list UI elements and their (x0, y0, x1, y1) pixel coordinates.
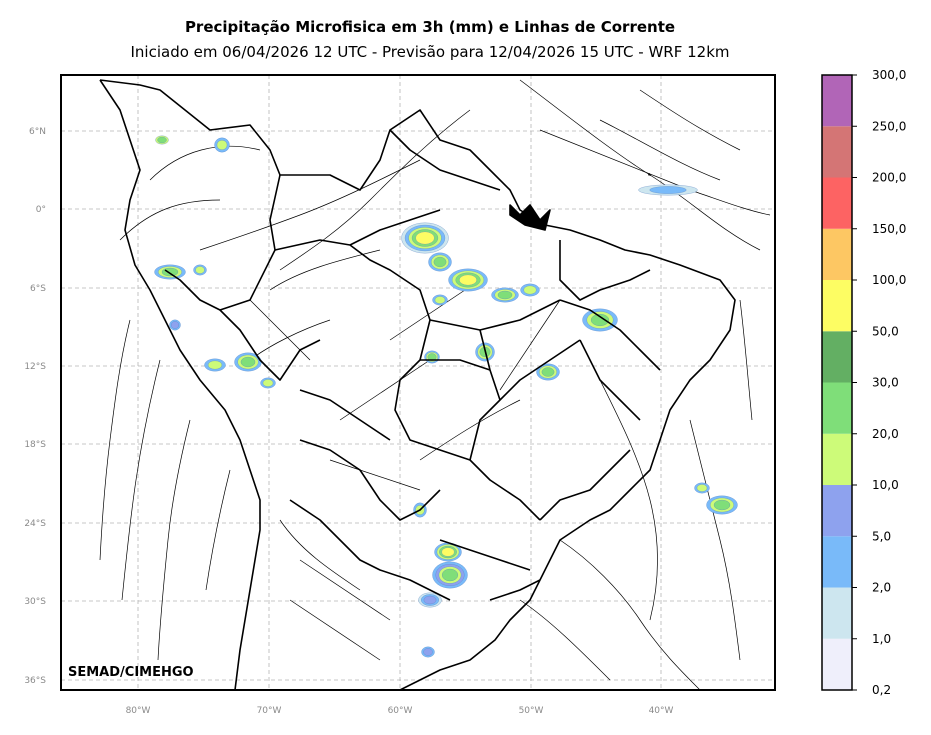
colorbar-swatch (822, 382, 852, 434)
colorbar-label: 30,0 (872, 376, 899, 390)
precipitation-cell (441, 547, 455, 557)
precipitation-cell (161, 267, 179, 277)
precipitation-cell (441, 568, 459, 582)
colorbar-label: 5,0 (872, 529, 891, 543)
credit-label: SEMAD/CIMEHGO (68, 665, 194, 680)
lon-tick-label: 80°W (126, 706, 151, 716)
map-title: Precipitação Microfisica em 3h (mm) e Li… (184, 18, 676, 36)
lat-tick-label: 6°N (29, 127, 46, 137)
colorbar-swatch (822, 126, 852, 178)
colorbar-swatch (822, 280, 852, 332)
lat-tick-label: 6°S (30, 284, 46, 294)
precipitation-cell (590, 313, 610, 327)
lat-tick-label: 18°S (24, 440, 46, 450)
precipitation-cell (240, 356, 256, 368)
country-borders (99, 79, 736, 690)
colorbar-label: 250,0 (872, 119, 906, 133)
longitude-labels: 80°W 70°W 60°W 50°W 40°W (126, 706, 674, 716)
lon-tick-label: 50°W (519, 706, 544, 716)
colorbar-swatch (822, 228, 852, 280)
colorbar-swatch (822, 75, 852, 127)
precipitation-cell (713, 499, 731, 511)
colorbar-label: 150,0 (872, 222, 906, 236)
colorbar-label: 2,0 (872, 581, 891, 595)
colorbar-swatch (822, 536, 852, 588)
precipitation-cell (195, 266, 205, 274)
map-frame (60, 74, 776, 691)
colorbar-label: 50,0 (872, 324, 899, 338)
colorbar-swatch (822, 485, 852, 537)
precipitation-cell (170, 321, 180, 329)
lat-tick-label: 30°S (24, 597, 46, 607)
precipitation-cell (459, 274, 477, 286)
precipitation-cell (497, 290, 513, 300)
colorbar-label: 100,0 (872, 273, 906, 287)
lat-tick-label: 12°S (24, 362, 46, 372)
precipitation-cell (649, 186, 687, 194)
colorbar-label: 300,0 (872, 68, 906, 82)
gridlines (61, 75, 775, 690)
precipitation-cell (523, 285, 537, 295)
lon-tick-label: 70°W (257, 706, 282, 716)
colorbar: 0,2 1,0 2,0 5,0 10,0 20,0 30,0 50,0 100,0 150,0 20… (821, 68, 906, 697)
lat-tick-label: 24°S (24, 519, 46, 529)
colorbar-label: 200,0 (872, 171, 906, 185)
colorbar-label: 0,2 (872, 683, 891, 697)
colorbar-swatch (822, 638, 852, 690)
lat-tick-label: 36°S (24, 676, 46, 686)
lon-tick-label: 40°W (649, 706, 674, 716)
colorbar-swatch (822, 331, 852, 383)
streamlines (99, 79, 771, 690)
precipitation-cell (262, 379, 274, 387)
colorbar-label: 10,0 (872, 478, 899, 492)
precipitation-cell (207, 360, 223, 370)
precipitation-cell (415, 231, 435, 245)
precipitation-cell (696, 484, 708, 492)
precipitation-cell (216, 140, 228, 150)
precipitation-cell (157, 136, 167, 144)
precipitation-cell (423, 648, 433, 656)
colorbar-swatch (822, 587, 852, 639)
colorbar-label: 1,0 (872, 632, 891, 646)
latitude-labels: 6°N 0° 6°S 12°S 18°S 24°S 30°S 36°S (24, 127, 46, 686)
lat-tick-label: 0° (36, 205, 46, 215)
colorbar-swatch (822, 177, 852, 229)
precipitation-cell (541, 367, 555, 377)
map-subtitle: Iniciado em 06/04/2026 12 UTC - Previsão… (130, 43, 730, 61)
precipitation-patches (154, 135, 738, 658)
precipitation-cell (423, 595, 437, 605)
colorbar-label: 20,0 (872, 427, 899, 441)
precipitation-cell (434, 296, 446, 304)
lon-tick-label: 60°W (388, 706, 413, 716)
precipitation-cell (433, 256, 447, 268)
colorbar-swatch (822, 433, 852, 485)
